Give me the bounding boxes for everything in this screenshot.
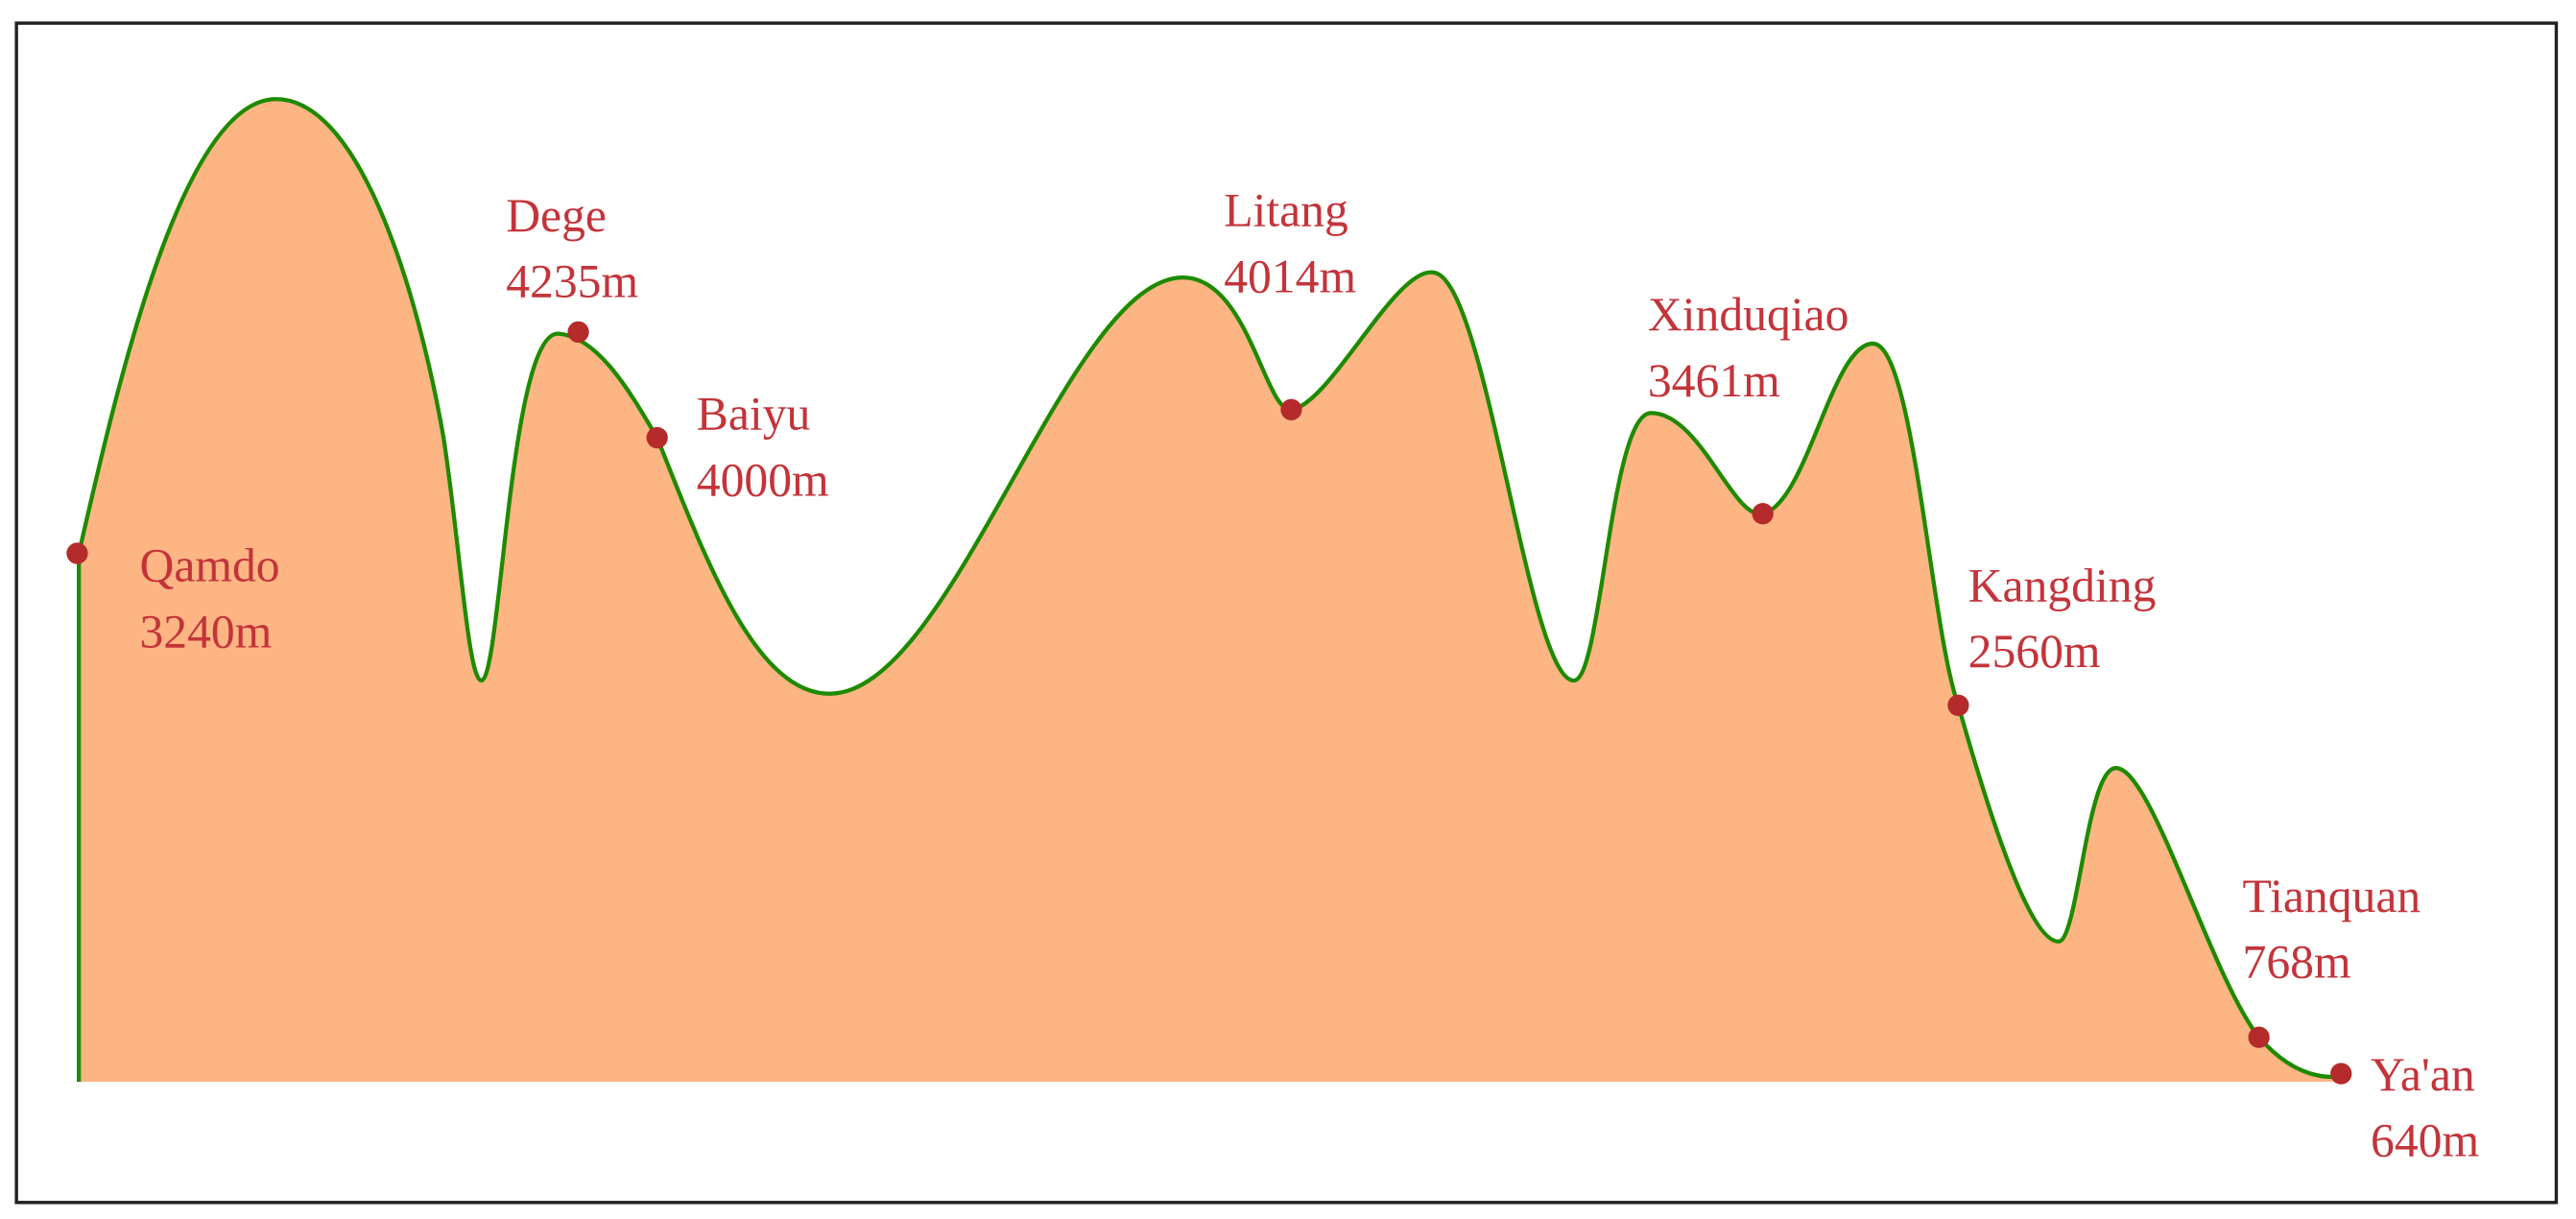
station-dot <box>2330 1063 2352 1085</box>
station-name: Xinduqiao <box>1648 288 1849 341</box>
station-elevation: 4235m <box>506 255 638 308</box>
station-dot <box>646 426 668 449</box>
station-elevation: 640m <box>2371 1113 2479 1166</box>
station-dot <box>1752 503 1774 525</box>
station-elevation: 768m <box>2243 936 2351 989</box>
station-name: Litang <box>1224 184 1348 237</box>
station-dot <box>1947 694 1969 716</box>
station-elevation: 3461m <box>1648 354 1780 407</box>
station-name: Kangding <box>1968 559 2157 611</box>
station-elevation: 4014m <box>1224 250 1356 302</box>
station-dot <box>2248 1026 2270 1048</box>
terrain-line <box>77 97 2333 1083</box>
station-name: Qamdo <box>139 539 279 592</box>
station-dot <box>1280 398 1302 420</box>
station-name: Tianquan <box>2243 870 2421 922</box>
station-name: Ya'an <box>2371 1048 2475 1101</box>
station-name: Baiyu <box>697 387 811 440</box>
station-dot <box>567 321 589 344</box>
station-elevation: 4000m <box>697 453 829 506</box>
station-elevation: 3240m <box>139 605 272 657</box>
station-elevation: 2560m <box>1968 625 2101 678</box>
station-name: Dege <box>506 189 607 242</box>
station-dot <box>66 542 88 564</box>
terrain-fill <box>79 99 2333 1083</box>
